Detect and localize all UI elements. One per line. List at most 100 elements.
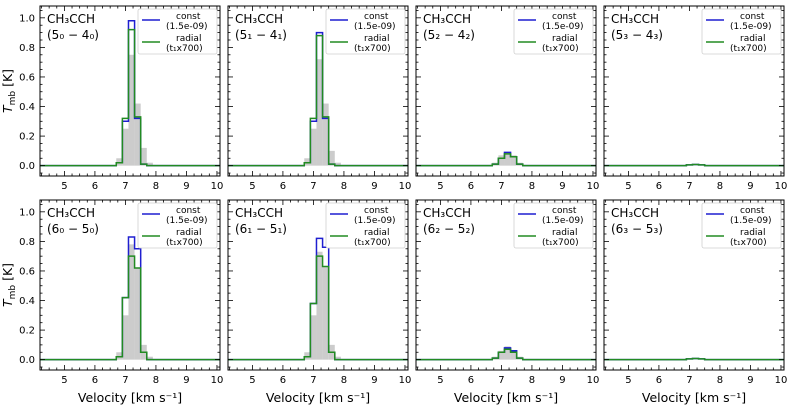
series-radial-line — [604, 357, 784, 361]
legend-radial-label: radial — [552, 34, 577, 44]
legend-const-value: (1.5e-09) — [354, 22, 396, 32]
legend-const-label: const — [552, 206, 577, 216]
y-tick-label: 0.2 — [19, 132, 35, 143]
panel-transition: (6₂ − 5₂) — [423, 222, 475, 236]
observed-bar — [122, 128, 129, 166]
observed-bar — [504, 152, 511, 166]
series-radial-line — [416, 153, 596, 167]
y-tick-label: 0.0 — [19, 355, 35, 366]
panel-transition: (5₃ − 4₃) — [611, 28, 663, 42]
x-tick-label: 8 — [341, 375, 347, 386]
legend-radial-label: radial — [740, 228, 765, 238]
x-axis-title: Velocity [km s⁻¹] — [454, 390, 558, 405]
x-tick-label: 9 — [559, 375, 565, 386]
x-tick-label: 9 — [747, 375, 753, 386]
observed-bar — [328, 150, 335, 166]
legend-radial-label: radial — [552, 228, 577, 238]
x-tick-label: 8 — [153, 181, 159, 192]
panel-transition: (5₀ − 4₀) — [47, 28, 99, 42]
plot-area — [416, 151, 596, 167]
x-tick-label: 6 — [92, 181, 98, 192]
legend-const-value: (1.5e-09) — [542, 22, 584, 32]
series-radial-line — [228, 255, 408, 361]
observed-bar — [510, 155, 517, 166]
observed-bar — [310, 315, 317, 360]
panel-7: 5 6 7 8 9 10 CH₃CCH (6₂ − 5₂) const(1.5e-09) radi… — [415, 199, 600, 405]
x-tick-label: 9 — [371, 375, 377, 386]
panel-6: 5 6 7 8 9 10 CH₃CCH (6₁ − 5₁) const(1.5e-09) radi… — [227, 199, 412, 405]
y-tick-label: 1.0 — [19, 207, 35, 218]
x-tick-label: 5 — [625, 181, 631, 192]
x-axis-title: Velocity [km s⁻¹] — [78, 390, 182, 405]
legend: const(1.5e-09) radial(t₁x700) — [325, 202, 406, 249]
x-tick-label: 9 — [371, 181, 377, 192]
y-axis-title: Tmb [K] — [0, 69, 18, 113]
plot-area — [416, 346, 596, 361]
panel-1: 5 6 7 8 9 10 0.0 0.2 0.4 0.6 0.8 1.0 CH₃CCH (5₀ − 4₀)… — [0, 5, 224, 192]
y-tick-label: 1.0 — [19, 13, 35, 24]
x-tick-label: 7 — [122, 181, 128, 192]
observed-bar — [334, 162, 341, 166]
x-tick-label: 10 — [399, 375, 412, 386]
x-tick-label: 5 — [249, 375, 255, 386]
legend-const-value: (1.5e-09) — [166, 216, 208, 226]
x-tick-label: 9 — [183, 181, 189, 192]
axes-frame — [227, 5, 409, 177]
x-tick-label: 6 — [280, 181, 286, 192]
legend: const(1.5e-09) radial(t₁x700) — [137, 8, 218, 55]
y-tick-label: 0.6 — [19, 72, 35, 83]
panel-transition: (5₂ − 4₂) — [423, 28, 475, 42]
x-tick-label: 10 — [775, 181, 788, 192]
x-tick-label: 6 — [468, 181, 474, 192]
legend-radial-label: radial — [176, 228, 201, 238]
x-tick-label: 8 — [529, 181, 535, 192]
observed-bar — [310, 128, 317, 166]
x-tick-label: 5 — [249, 181, 255, 192]
x-tick-label: 5 — [61, 375, 67, 386]
x-tick-label: 8 — [717, 181, 723, 192]
series-radial-line — [604, 163, 784, 167]
legend-const-label: const — [740, 206, 765, 216]
x-tick-label: 10 — [587, 181, 600, 192]
legend-const-label: const — [364, 12, 389, 22]
panel-5: 5 6 7 8 9 10 0.0 0.2 0.4 0.6 0.8 1.0 CH₃CCH (6₀ − 5₀)… — [0, 199, 223, 405]
panel-molecule: CH₃CCH — [235, 206, 283, 220]
legend-radial-value: (t₁x700) — [730, 238, 767, 248]
panel-molecule: CH₃CCH — [47, 206, 95, 220]
legend-const-label: const — [176, 206, 201, 216]
observed-bar — [134, 103, 141, 166]
observed-bar — [128, 244, 135, 360]
x-tick-label: 6 — [656, 181, 662, 192]
panel-molecule: CH₃CCH — [423, 12, 471, 26]
plot-area — [604, 357, 784, 361]
panel-molecule: CH₃CCH — [611, 206, 659, 220]
x-tick-label: 10 — [587, 375, 600, 386]
legend: const(1.5e-09) radial(t₁x700) — [513, 8, 594, 55]
observed-bar — [322, 266, 329, 360]
x-tick-label: 5 — [61, 181, 67, 192]
series-radial-line — [416, 348, 596, 361]
legend: const(1.5e-09) radial(t₁x700) — [701, 8, 782, 55]
observed-bar — [140, 147, 147, 166]
x-axis-title: Velocity [km s⁻¹] — [642, 390, 746, 405]
legend-radial-value: (t₁x700) — [542, 238, 579, 248]
legend-const-label: const — [552, 12, 577, 22]
plot-area — [228, 237, 408, 361]
x-tick-label: 8 — [529, 375, 535, 386]
observed-bar — [322, 103, 329, 166]
series-radial-line — [40, 28, 220, 167]
plot-area — [40, 236, 220, 361]
legend-const-value: (1.5e-09) — [354, 216, 396, 226]
series-radial-line — [40, 255, 220, 361]
x-tick-label: 8 — [153, 375, 159, 386]
x-tick-label: 7 — [498, 181, 504, 192]
observed-bar — [134, 268, 141, 360]
x-tick-label: 10 — [211, 181, 224, 192]
y-tick-label: 0.0 — [19, 161, 35, 172]
x-tick-label: 8 — [341, 181, 347, 192]
observed-bar — [334, 356, 341, 360]
panel-molecule: CH₃CCH — [47, 12, 95, 26]
x-tick-label: 10 — [775, 375, 788, 386]
x-tick-label: 7 — [122, 375, 128, 386]
observed-bar — [146, 356, 153, 360]
